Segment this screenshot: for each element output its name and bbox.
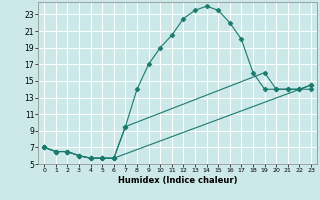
X-axis label: Humidex (Indice chaleur): Humidex (Indice chaleur) [118, 176, 237, 185]
